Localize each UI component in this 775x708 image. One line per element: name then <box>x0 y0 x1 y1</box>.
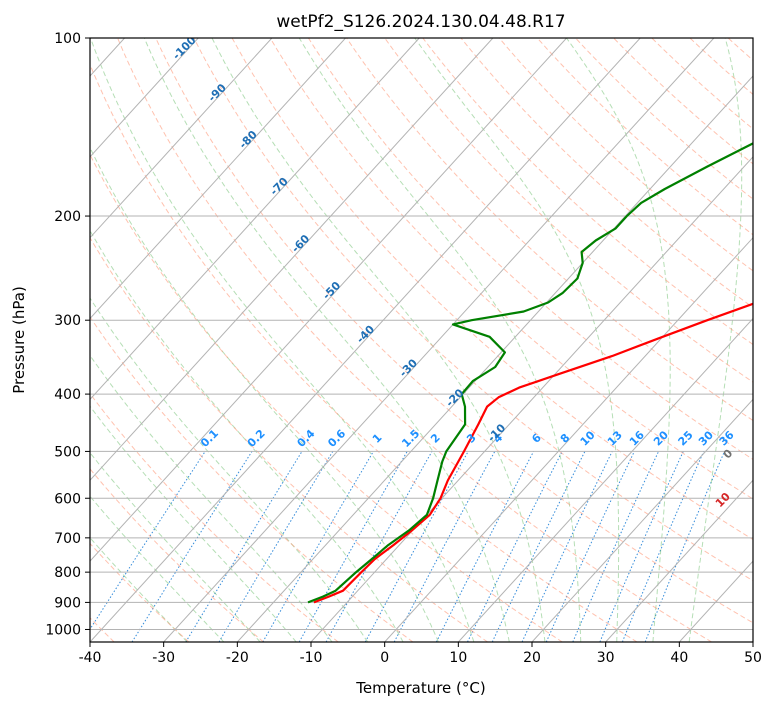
mixing-ratio-line <box>131 451 253 642</box>
moist-adiabat-line <box>90 297 369 642</box>
moist-adiabat-line <box>688 38 743 642</box>
y-tick-label: 600 <box>54 491 81 507</box>
dry-adiabat-line <box>460 38 753 309</box>
dry-adiabat-line <box>90 468 264 642</box>
isotherm-line <box>384 236 753 642</box>
x-tick-label: 20 <box>523 650 541 666</box>
dry-adiabat-line <box>90 392 339 642</box>
moist-adiabat-line <box>414 38 620 642</box>
moist-adiabat-line <box>143 38 510 642</box>
y-tick-label: 200 <box>54 209 81 225</box>
isotherm-line <box>90 38 199 158</box>
y-tick-label: 1000 <box>45 622 81 638</box>
y-tick-label: 100 <box>54 31 81 47</box>
dry-adiabat-line <box>117 38 712 642</box>
mixing-ratio-line <box>90 451 206 631</box>
dry-adiabat-line <box>155 38 753 624</box>
dry-adiabat-line <box>90 153 563 642</box>
isobar-gridlines <box>90 38 753 630</box>
isotherm-line <box>90 38 420 401</box>
x-tick-label: -20 <box>226 650 249 666</box>
isotherm-line <box>236 75 753 642</box>
dry-adiabat-line <box>193 38 753 582</box>
x-tick-label: 30 <box>597 650 615 666</box>
y-axis-ticks: 100 200 300 400 500 600 700 800 900 1000 <box>45 31 90 638</box>
mixing-ratio-line <box>521 451 613 642</box>
y-axis-label: Pressure (hPa) <box>10 286 28 394</box>
x-tick-label: 40 <box>670 650 688 666</box>
moist-adiabat-line <box>90 495 225 642</box>
mixing-ratio-line <box>325 451 433 642</box>
x-tick-label: -10 <box>300 650 323 666</box>
isotherm-line <box>531 398 753 642</box>
profile-series <box>307 142 753 604</box>
mixing-ratio-line <box>491 451 586 642</box>
moist-adiabat-line <box>298 38 582 642</box>
y-tick-label: 300 <box>54 313 81 329</box>
moist-adiabat-line <box>90 536 188 642</box>
mixing-ratio-line <box>262 451 374 642</box>
y-tick-label: 800 <box>54 565 81 581</box>
mixing-ratio-line <box>185 451 303 642</box>
isotherm-line <box>90 38 641 642</box>
isotherm-line <box>310 156 753 642</box>
dry-adiabat-label: 20 <box>754 525 774 545</box>
dewpoint-profile-line <box>307 142 753 604</box>
x-tick-label: 10 <box>449 650 467 666</box>
dry-adiabat-line <box>231 38 753 541</box>
chart-title: wetPf2_S126.2024.130.04.48.R17 <box>276 12 565 32</box>
temperature-profile-line <box>313 302 753 604</box>
mixing-ratio-line <box>435 451 535 642</box>
dry-adiabat-line <box>766 38 775 642</box>
y-tick-label: 700 <box>54 531 81 547</box>
isotherm-line <box>605 479 753 642</box>
mixing-ratio-line <box>298 451 408 642</box>
moist-adiabat-line <box>90 452 261 642</box>
dry-adiabat-line <box>536 38 753 236</box>
moist-adiabat-line <box>90 229 404 642</box>
isotherm-line <box>90 38 494 482</box>
isotherm-line <box>163 38 715 642</box>
x-axis-label: Temperature (°C) <box>355 679 485 697</box>
moist-adiabat-line <box>211 38 546 642</box>
mixing-ratio-line <box>621 451 705 642</box>
isotherm-line <box>90 38 567 562</box>
x-tick-label: 0 <box>380 650 389 666</box>
dry-adiabat-line <box>613 38 753 165</box>
y-tick-label: 500 <box>54 444 81 460</box>
mixing-ratio-line <box>467 451 563 642</box>
moist-adiabats <box>90 38 743 642</box>
y-tick-label: 900 <box>54 595 81 611</box>
x-tick-label: 50 <box>744 650 762 666</box>
moist-adiabat-line <box>90 405 297 642</box>
isotherm-line <box>90 38 273 239</box>
isotherm-line <box>90 38 346 320</box>
isotherm-line <box>457 317 753 642</box>
plot-frame <box>89 37 754 643</box>
moist-adiabat-line <box>566 38 671 642</box>
skewed-isotherms <box>90 38 753 642</box>
x-axis-ticks: -40 -30 -20 -10 0 10 20 30 40 50 <box>79 642 762 666</box>
dry-adiabat-line <box>90 316 414 642</box>
moist-adiabat-line <box>90 146 439 642</box>
mixing-ratio-line <box>364 451 469 642</box>
x-tick-label: -40 <box>79 650 102 666</box>
mixing-ratio-line <box>644 451 725 642</box>
dry-adiabats <box>90 38 775 642</box>
dry-adiabat-line <box>346 38 753 422</box>
mixing-ratio-lines <box>90 451 725 642</box>
dry-adiabat-line <box>90 63 638 642</box>
x-tick-label: -30 <box>152 650 175 666</box>
isotherm-line <box>752 641 753 642</box>
y-tick-label: 400 <box>54 387 81 403</box>
moist-adiabat-line <box>90 38 475 642</box>
